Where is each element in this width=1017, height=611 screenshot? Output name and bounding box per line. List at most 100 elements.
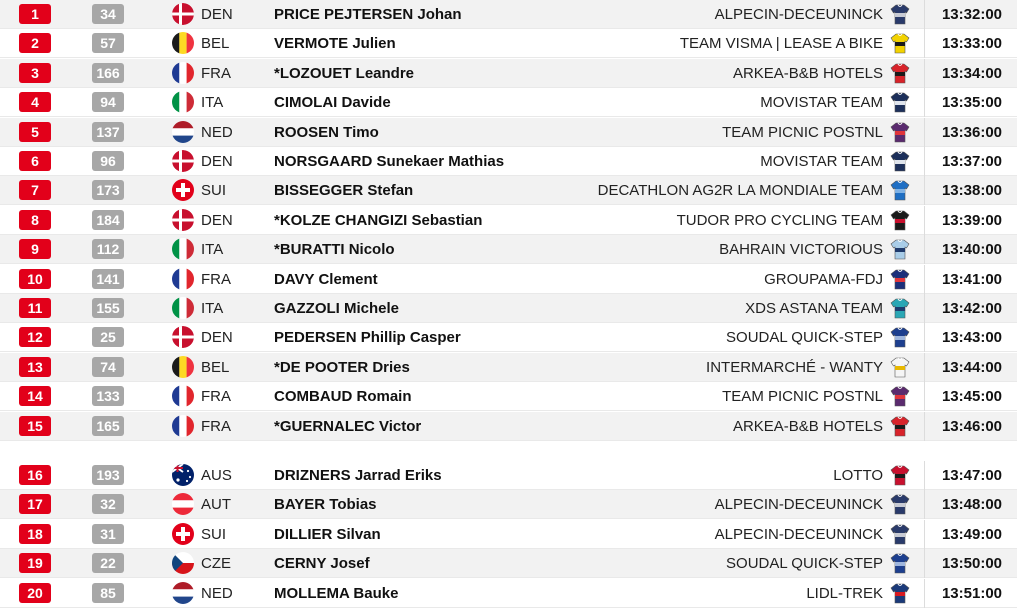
team-name-link[interactable]: SOUDAL QUICK-STEP xyxy=(726,555,883,573)
soudal-jersey-icon xyxy=(890,327,910,348)
rider-name-link[interactable]: DRIZNERS Jarrad Eriks xyxy=(274,467,442,484)
team-name-link[interactable]: MOVISTAR TEAM xyxy=(760,94,883,112)
team-name-link[interactable]: BAHRAIN VICTORIOUS xyxy=(719,241,883,259)
team-name-link[interactable]: TEAM VISMA | LEASE A BIKE xyxy=(679,35,883,53)
rank-badge: 5 xyxy=(19,121,51,142)
team-name-link[interactable]: GROUPAMA-FDJ xyxy=(764,270,883,288)
team-name-link[interactable]: SOUDAL QUICK-STEP xyxy=(726,329,883,347)
result-row[interactable]: 8 184 DEN *KOLZE CHANGIZI Sebastian TUDOR PR… xyxy=(0,205,1017,235)
team-name-link[interactable]: ALPECIN-DECEUNINCK xyxy=(714,525,883,543)
rider-name-link[interactable]: PEDERSEN Phillip Casper xyxy=(274,329,461,347)
rider-name-link[interactable]: VERMOTE Julien xyxy=(274,35,396,53)
start-time: 13:48:00 xyxy=(941,496,1002,514)
rider-name-link[interactable]: CIMOLAI Davide xyxy=(274,94,391,112)
team-name-link[interactable]: TEAM PICNIC POSTNL xyxy=(722,123,883,141)
result-row[interactable]: 9 112 ITA *BURATTI Nicolo BAHRAIN VICTORIOUS… xyxy=(0,235,1017,265)
rider-name-link[interactable]: NORSGAARD Sunekaer Mathias xyxy=(274,153,505,170)
alpecin-jersey-icon xyxy=(890,4,910,25)
result-row[interactable]: 4 94 ITA CIMOLAI Davide MOVISTAR TEAM 13:35:0… xyxy=(0,88,1017,118)
rider-name-link[interactable]: CERNY Josef xyxy=(274,555,370,573)
ita-flag-icon xyxy=(172,297,194,319)
result-row[interactable]: 11 155 ITA GAZZOLI Michele XDS ASTANA TEAM 13… xyxy=(0,294,1017,323)
column-divider xyxy=(924,147,925,176)
result-row[interactable]: 16 193 AUS DRIZNERS Jarrad Eriks LOTTO 13:47:… xyxy=(0,461,1017,490)
rider-name-link[interactable]: *KOLZE CHANGIZI Sebastian xyxy=(274,211,483,229)
team-name-link[interactable]: DECATHLON AG2R LA MONDIALE TEAM xyxy=(597,182,883,200)
bib-number-badge: 184 xyxy=(92,209,124,230)
rank-badge: 18 xyxy=(19,523,51,544)
team-name-link[interactable]: ALPECIN-DECEUNINCK xyxy=(714,496,883,514)
bib-number-badge: 112 xyxy=(92,239,124,260)
rank-badge: 9 xyxy=(19,239,51,260)
team-name-link[interactable]: ALPECIN-DECEUNINCK xyxy=(714,6,883,23)
rank-badge: 13 xyxy=(19,356,51,377)
rider-name-link[interactable]: *BURATTI Nicolo xyxy=(274,241,395,259)
aut-flag-icon xyxy=(172,493,194,516)
rider-name-link[interactable]: COMBAUD Romain xyxy=(274,388,412,406)
team-name-link[interactable]: TUDOR PRO CYCLING TEAM xyxy=(676,211,883,229)
movistar-jersey-icon xyxy=(890,92,910,113)
result-row[interactable]: 3 166 FRA *LOZOUET Leandre ARKEA-B&B HOTELS 1… xyxy=(0,58,1017,88)
result-row[interactable]: 7 173 SUI BISSEGGER Stefan DECATHLON AG2R LA… xyxy=(0,176,1017,206)
bib-number-badge: 173 xyxy=(92,180,124,201)
nationality-code: DEN xyxy=(201,6,233,23)
decathlon-jersey-icon xyxy=(890,180,910,201)
rank-badge: 7 xyxy=(19,180,51,201)
rider-name-link[interactable]: MOLLEMA Bauke xyxy=(274,584,399,602)
rider-name-link[interactable]: PRICE PEJTERSEN Johan xyxy=(274,6,462,23)
start-time: 13:51:00 xyxy=(941,584,1002,602)
rider-name-link[interactable]: ROOSEN Timo xyxy=(274,123,379,141)
result-row[interactable]: 13 74 BEL *DE POOTER Dries INTERMARCHÉ - WAN… xyxy=(0,352,1017,382)
result-row[interactable]: 1 34 DEN PRICE PEJTERSEN Johan ALPECIN-DECEU… xyxy=(0,0,1017,29)
start-time: 13:49:00 xyxy=(941,525,1002,543)
rider-name-link[interactable]: BISSEGGER Stefan xyxy=(274,182,414,200)
nationality-code: BEL xyxy=(201,35,230,53)
ita-flag-icon xyxy=(172,91,194,114)
team-name-link[interactable]: ARKEA-B&B HOTELS xyxy=(732,64,883,82)
result-row[interactable]: 14 133 FRA COMBAUD Romain TEAM PICNIC POSTNL… xyxy=(0,382,1017,412)
team-name-link[interactable]: MOVISTAR TEAM xyxy=(760,153,883,170)
rider-name-link[interactable]: DILLIER Silvan xyxy=(274,525,381,543)
bib-number-badge: 32 xyxy=(92,494,124,515)
bib-number-badge: 25 xyxy=(92,327,124,348)
rider-name-link[interactable]: DAVY Clement xyxy=(274,270,378,288)
bib-number-badge: 193 xyxy=(92,465,124,485)
team-name-link[interactable]: XDS ASTANA TEAM xyxy=(745,300,883,317)
result-row[interactable]: 19 22 CZE CERNY Josef SOUDAL QUICK-STEP 13:50… xyxy=(0,549,1017,579)
start-time: 13:46:00 xyxy=(941,417,1002,435)
cze-flag-icon xyxy=(172,552,194,575)
start-time: 13:42:00 xyxy=(941,300,1002,317)
rank-badge: 20 xyxy=(19,582,51,603)
start-time: 13:47:00 xyxy=(941,467,1002,484)
den-flag-icon xyxy=(172,3,194,25)
alpecin-jersey-icon xyxy=(890,494,910,515)
team-name-link[interactable]: INTERMARCHÉ - WANTY xyxy=(706,358,883,376)
result-row[interactable]: 10 141 FRA DAVY Clement GROUPAMA-FDJ 13:41:00 xyxy=(0,264,1017,294)
bib-number-badge: 34 xyxy=(92,4,124,24)
team-name-link[interactable]: TEAM PICNIC POSTNL xyxy=(722,388,883,406)
den-flag-icon xyxy=(172,208,194,231)
sui-flag-icon xyxy=(172,179,194,202)
team-name-link[interactable]: LOTTO xyxy=(833,467,883,484)
rider-name-link[interactable]: *LOZOUET Leandre xyxy=(274,64,415,82)
nationality-code: NED xyxy=(201,123,233,141)
result-row[interactable]: 20 85 NED MOLLEMA Bauke LIDL-TREK 13:51:00 xyxy=(0,578,1017,608)
result-row[interactable]: 18 31 SUI DILLIER Silvan ALPECIN-DECEUNINCK 1… xyxy=(0,519,1017,549)
result-row[interactable]: 6 96 DEN NORSGAARD Sunekaer Mathias MOVISTAR… xyxy=(0,147,1017,176)
result-row[interactable]: 5 137 NED ROOSEN Timo TEAM PICNIC POSTNL 13:3… xyxy=(0,117,1017,147)
rider-name-link[interactable]: *GUERNALEC Victor xyxy=(274,417,422,435)
result-row[interactable]: 2 57 BEL VERMOTE Julien TEAM VISMA | LEASE A… xyxy=(0,29,1017,59)
rider-name-link[interactable]: BAYER Tobias xyxy=(274,496,377,514)
nationality-code: FRA xyxy=(201,64,231,82)
rider-name-link[interactable]: *DE POOTER Dries xyxy=(274,358,410,376)
start-time: 13:32:00 xyxy=(941,6,1002,23)
result-row[interactable]: 15 165 FRA *GUERNALEC Victor ARKEA-B&B HOTEL… xyxy=(0,411,1017,441)
start-time: 13:41:00 xyxy=(941,270,1002,288)
nationality-code: NED xyxy=(201,584,233,602)
column-divider xyxy=(924,519,925,549)
team-name-link[interactable]: LIDL-TREK xyxy=(806,584,883,602)
rider-name-link[interactable]: GAZZOLI Michele xyxy=(274,300,400,317)
team-name-link[interactable]: ARKEA-B&B HOTELS xyxy=(732,417,883,435)
result-row[interactable]: 12 25 DEN PEDERSEN Phillip Casper SOUDAL QUI… xyxy=(0,323,1017,353)
result-row[interactable]: 17 32 AUT BAYER Tobias ALPECIN-DECEUNINCK 13:… xyxy=(0,490,1017,520)
